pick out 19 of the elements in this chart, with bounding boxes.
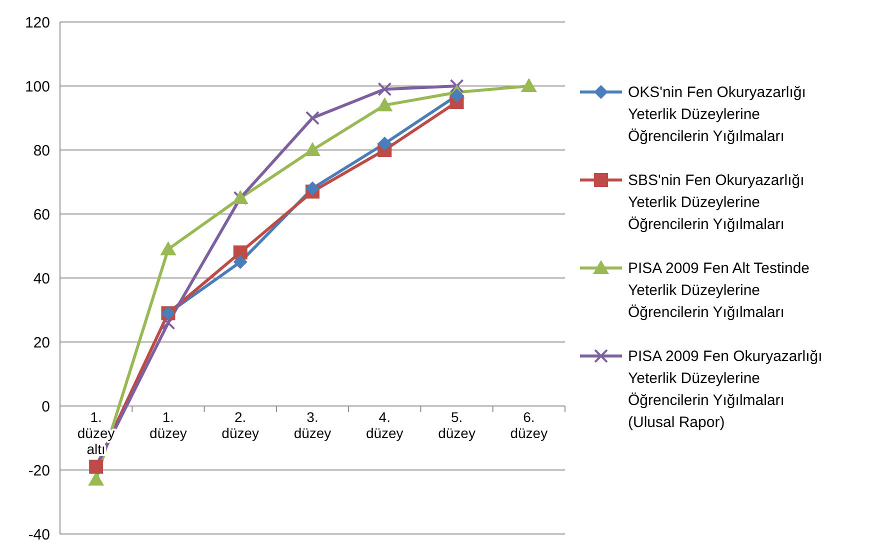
x-tick-label: 6. düzey [510, 409, 548, 441]
y-tick-label: 20 [33, 334, 50, 352]
x-tick-label: 3. düzey [294, 409, 332, 441]
y-tick-label: 120 [24, 14, 50, 32]
legend-label: OKS'nin Fen Okuryazarlığı Yeterlik Düzeylerine Öğrencilerin Yığılmaları [628, 84, 806, 145]
legend-label: SBS'nin Fen Okuryazarlığı Yeterlik Düzeylerine Öğrencilerin Yığılmaları [628, 172, 804, 233]
y-tick-label: -40 [28, 526, 50, 544]
x-tick-label: 4. düzey [366, 409, 404, 441]
y-tick-label: -20 [28, 462, 50, 480]
y-tick-label: 0 [42, 398, 50, 416]
y-tick-label: 100 [24, 78, 50, 96]
legend-label: PISA 2009 Fen Okuryazarlığı Yeterlik Düzeylerine Öğrencilerin Yığılmaları (Ulusal Rapor) [628, 348, 822, 431]
x-tick-label: 1. düzey [150, 409, 187, 441]
x-tick-label: 2. düzey [222, 409, 260, 441]
y-tick-label: 80 [33, 142, 50, 160]
y-tick-label: 60 [33, 206, 50, 224]
legend-label: PISA 2009 Fen Alt Testinde Yeterlik Düzeylerine Öğrencilerin Yığılmaları [628, 260, 810, 321]
y-tick-label: 40 [33, 270, 50, 288]
x-tick-label: 5. düzey [438, 409, 476, 441]
